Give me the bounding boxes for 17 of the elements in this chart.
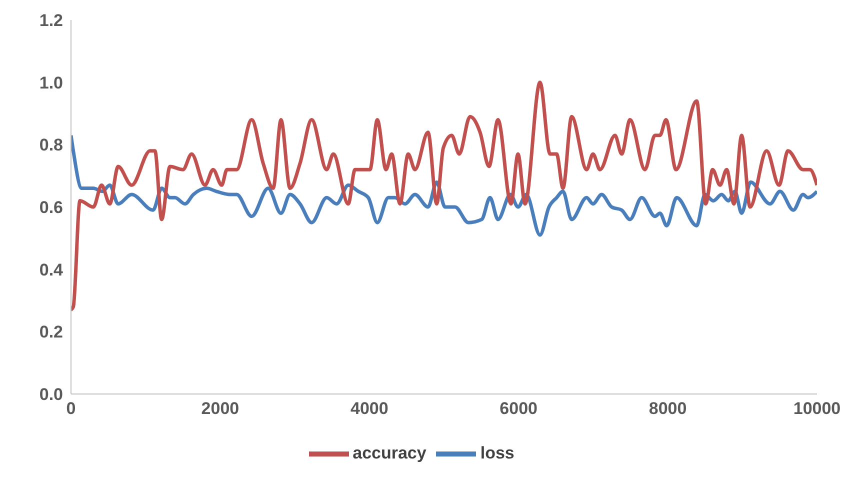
y-tick-label: 0.8	[39, 136, 63, 155]
y-tick-label: 1.0	[39, 73, 63, 92]
legend-label: accuracy	[352, 443, 426, 462]
line-series	[71, 80, 817, 312]
y-tick-label: 1.2	[39, 11, 63, 30]
x-tick-label: 6000	[500, 399, 538, 418]
legend-label: loss	[480, 443, 514, 462]
x-tick-label: 2000	[201, 399, 240, 418]
y-tick-label: 0.0	[39, 385, 63, 404]
y-tick-label: 0.4	[39, 260, 64, 280]
y-tick-label: 0.6	[39, 198, 63, 218]
x-tick-label: 0	[66, 399, 76, 418]
y-tick-label: 0.2	[39, 322, 63, 342]
x-tick-label: 8000	[648, 399, 687, 418]
x-tick-label: 10000	[793, 399, 841, 418]
x-tick-label: 4000	[350, 399, 388, 418]
line-series	[71, 134, 817, 237]
